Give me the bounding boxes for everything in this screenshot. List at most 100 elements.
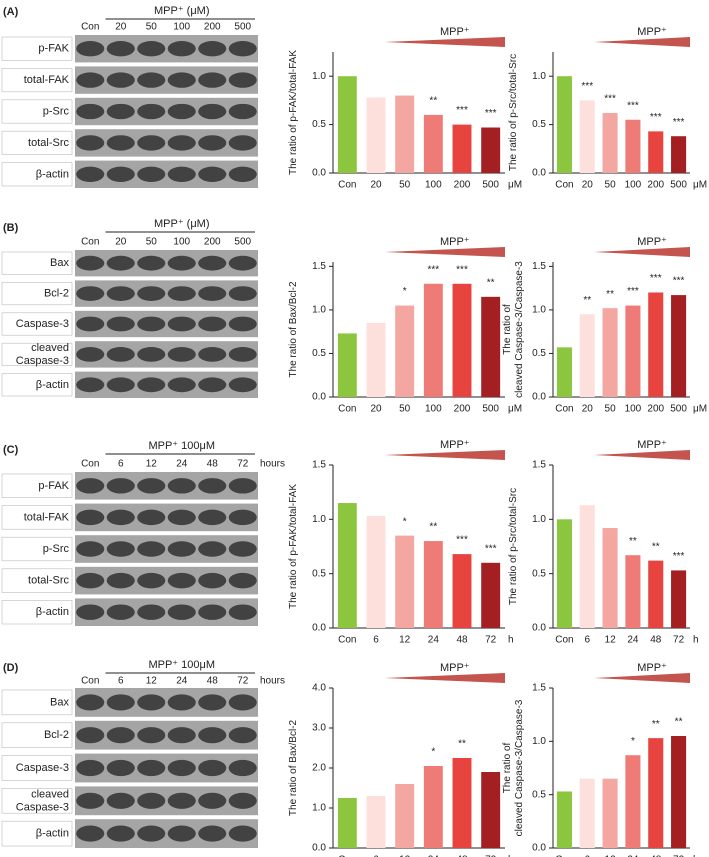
- x-tick-label: 500: [670, 404, 687, 415]
- bar: [648, 292, 664, 397]
- x-tick-label: 100: [625, 404, 642, 415]
- blot-band: [167, 825, 196, 842]
- y-axis-label: The ratio of Bax/Bcl-2: [288, 281, 299, 378]
- y-tick-label: 1.0: [532, 736, 546, 747]
- significance: *: [403, 516, 407, 527]
- bar: [556, 347, 572, 397]
- blot-band: [228, 316, 257, 332]
- y-tick-label: 1.0: [312, 71, 326, 82]
- blot-header: MPP⁺ 100μM: [148, 659, 215, 671]
- row-label-box: [1, 162, 73, 187]
- blot-band: [76, 825, 105, 842]
- row-label: Caspase-3: [16, 318, 69, 330]
- blot-band: [198, 792, 227, 809]
- x-tick-label: 500: [670, 180, 687, 191]
- x-tick-label: Con: [555, 635, 573, 646]
- lane-label: 100: [173, 22, 190, 33]
- blot-band: [228, 41, 257, 57]
- row-label-box: [1, 251, 73, 275]
- y-tick-label: 1.0: [532, 71, 546, 82]
- lane-label: 72: [237, 676, 249, 687]
- y-axis-label-line: cleaved Caspase-3/Caspase-3: [514, 699, 525, 836]
- row-label-line: Bax: [50, 696, 69, 708]
- row-label-box: [1, 282, 73, 306]
- blot-band: [106, 41, 135, 57]
- bar: [671, 570, 687, 628]
- blot-header: MPP⁺ (μM): [154, 5, 210, 17]
- blot-band: [228, 478, 257, 494]
- bar: [602, 778, 618, 848]
- blot-band: [76, 694, 105, 711]
- row-label-line: β-actin: [36, 379, 69, 391]
- row-label-box: [1, 373, 73, 397]
- blot-band: [76, 541, 105, 557]
- significance: ***: [427, 264, 439, 275]
- lane-label: 24: [176, 459, 188, 470]
- row-label-line: Caspase-3: [16, 762, 69, 774]
- blot-band: [167, 103, 196, 120]
- y-axis-label: The ratio of Bax/Bcl-2: [288, 719, 299, 816]
- blot-band: [228, 509, 257, 526]
- y-tick-label: 3.0: [312, 723, 326, 734]
- blot-band: [137, 509, 166, 526]
- blot-strip: [75, 97, 258, 126]
- significance: **: [583, 295, 591, 306]
- lane-label: 500: [234, 22, 251, 33]
- y-axis-label: The ratio of p-Src/total-Src: [508, 54, 519, 171]
- blot-band: [106, 347, 135, 362]
- blot-band: [228, 604, 257, 620]
- blot-band: [167, 604, 196, 620]
- bar: [556, 791, 572, 848]
- row-label: β-actin: [36, 379, 69, 391]
- blot-band: [76, 509, 105, 526]
- x-tick-label: 12: [605, 855, 617, 857]
- x-tick-label: 48: [650, 855, 662, 857]
- blot-strip: [75, 250, 258, 277]
- x-unit: μM: [693, 404, 707, 415]
- bar: [395, 305, 415, 397]
- y-axis-label-line: The ratio of p-Src/total-Src: [508, 54, 519, 171]
- significance: **: [429, 96, 437, 107]
- y-tick-label: 0.5: [312, 348, 326, 359]
- annotation-wedge: [594, 450, 690, 460]
- annotation: MPP⁺: [440, 236, 470, 248]
- y-tick-label: 0.0: [532, 392, 546, 403]
- annotation-wedge: [384, 450, 505, 460]
- bar: [366, 97, 386, 173]
- annotation: MPP⁺: [440, 662, 470, 674]
- blot-band: [106, 727, 135, 744]
- x-tick-label: 72: [485, 855, 497, 857]
- y-tick-label: 2.0: [312, 763, 326, 774]
- blot-band: [137, 135, 166, 151]
- x-tick-label: Con: [338, 635, 356, 646]
- blot-band: [76, 316, 105, 332]
- row-label: Bax: [50, 257, 69, 269]
- blot-band: [228, 572, 257, 589]
- blot-band: [137, 759, 166, 777]
- blot-band: [228, 135, 257, 151]
- x-tick-label: 20: [370, 180, 382, 191]
- row-label-line: cleaved: [31, 342, 69, 354]
- row-label-line: p-FAK: [38, 480, 69, 492]
- blot-header: MPP⁺ 100μM: [148, 440, 215, 452]
- row-label: total-Src: [28, 137, 69, 149]
- annotation-wedge: [384, 673, 505, 683]
- lane-label: 20: [115, 22, 127, 33]
- blot-band: [198, 541, 227, 557]
- bar: [395, 535, 415, 628]
- annotation: MPP⁺: [440, 26, 470, 38]
- row-label-box: [1, 99, 73, 124]
- blot-band: [198, 255, 227, 271]
- blot-band: [76, 41, 105, 57]
- lane-label: 200: [204, 22, 221, 33]
- significance: ***: [456, 105, 468, 116]
- blot-band: [106, 255, 135, 271]
- bar: [671, 136, 687, 173]
- row-label-line: Caspase-3: [16, 318, 69, 330]
- blot-strip: [75, 566, 258, 595]
- blot-band: [198, 572, 227, 589]
- bar: [625, 119, 641, 173]
- row-label-box: [1, 312, 73, 336]
- y-tick-label: 0.5: [532, 789, 546, 800]
- y-tick-label: 4.0: [312, 683, 326, 694]
